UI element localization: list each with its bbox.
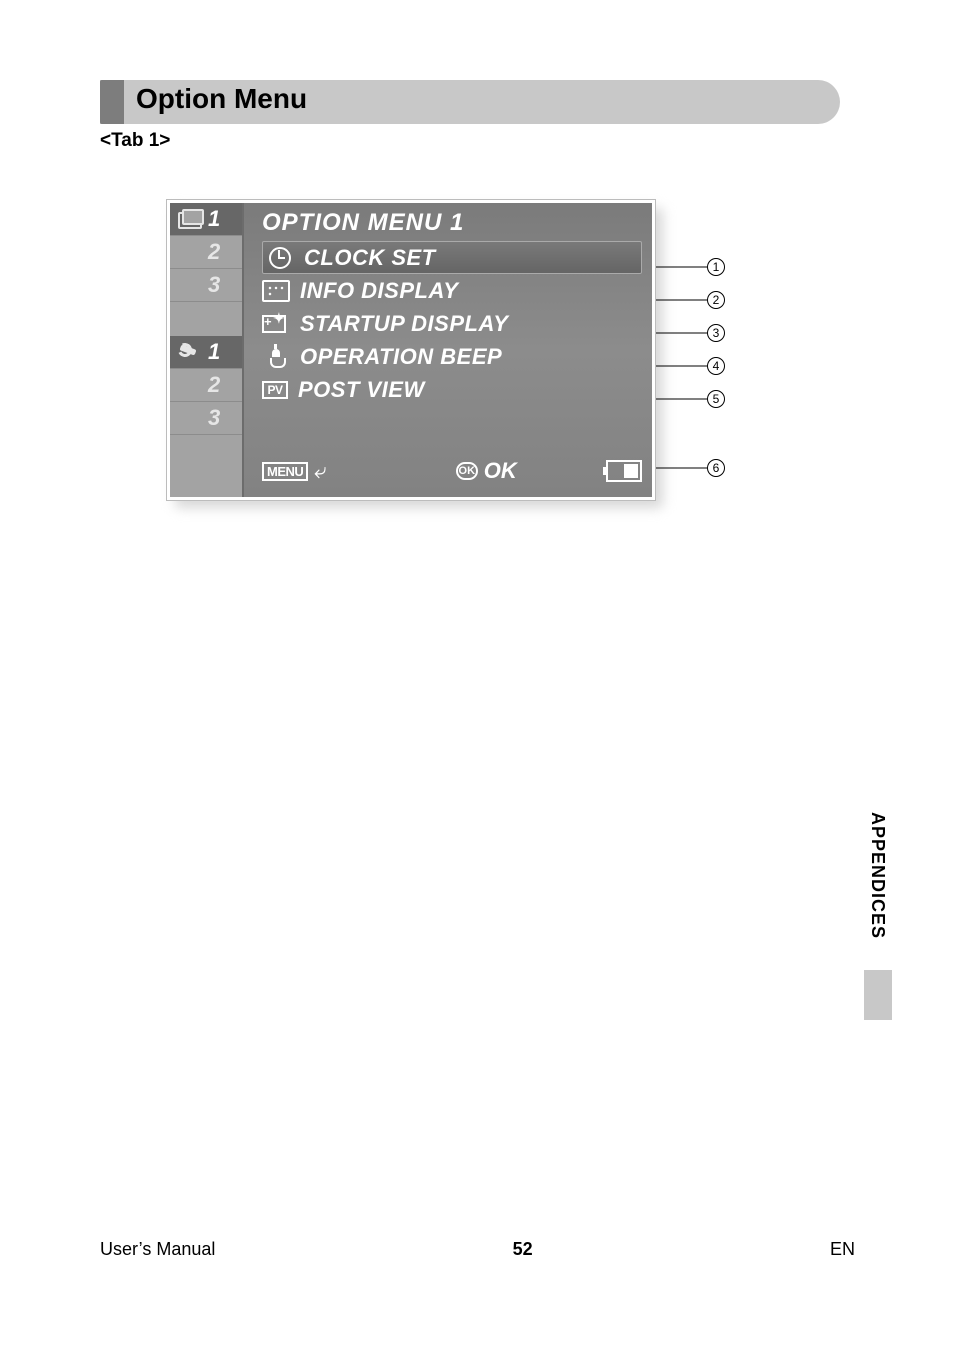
section-header: Option Menu — [100, 80, 840, 124]
side-tab-box — [864, 970, 892, 1020]
sidebar-shooting-3[interactable]: 3 — [170, 269, 242, 302]
ok-circle-icon: OK — [456, 462, 478, 480]
menu-row-startup-display[interactable]: + STARTUP DISPLAY — [262, 307, 642, 340]
menu-box-label: MENU — [262, 462, 308, 481]
sidebar-num: 3 — [208, 405, 220, 431]
sidebar-num: 1 — [208, 206, 220, 232]
sidebar-gap — [170, 302, 242, 336]
section-title: Option Menu — [136, 83, 307, 115]
side-tab-text: APPENDICES — [864, 780, 892, 970]
row-label: INFO DISPLAY — [300, 278, 458, 304]
menu-return-indicator: MENU ⤶ — [262, 458, 327, 484]
info-display-icon — [262, 278, 290, 304]
sidebar-shooting-1[interactable]: 1 — [170, 203, 242, 236]
ok-indicator: OK OK — [456, 458, 517, 484]
row-label: STARTUP DISPLAY — [300, 311, 508, 337]
sidebar-option-1[interactable]: 1 — [170, 336, 242, 369]
callout-4: 4 — [707, 357, 725, 375]
sidebar-num: 1 — [208, 339, 220, 365]
menu-row-post-view[interactable]: PV POST VIEW — [262, 373, 642, 406]
callout-3: 3 — [707, 324, 725, 342]
callout-2: 2 — [707, 291, 725, 309]
clock-icon — [266, 245, 294, 271]
sidebar-option-2[interactable]: 2 — [170, 369, 242, 402]
return-arrow-icon: ⤶ — [314, 458, 326, 484]
row-label: POST VIEW — [298, 377, 425, 403]
ok-text: OK — [484, 458, 517, 484]
footer-page: 52 — [513, 1239, 533, 1260]
battery-fill — [624, 464, 638, 478]
startup-display-icon: + — [262, 311, 290, 337]
callout-1: 1 — [707, 258, 725, 276]
wrench-icon — [178, 341, 202, 363]
stack-icon — [178, 209, 202, 229]
footer-left: User’s Manual — [100, 1239, 215, 1260]
callout-5: 5 — [707, 390, 725, 408]
row-label: OPERATION BEEP — [300, 344, 502, 370]
accent-bar — [100, 80, 124, 124]
chapter-side-tab: APPENDICES — [864, 780, 892, 1020]
bell-icon — [262, 344, 290, 370]
camera-screen: 1 2 3 1 — [167, 200, 655, 500]
footer-right: EN — [830, 1239, 855, 1260]
sidebar-option-3[interactable]: 3 — [170, 402, 242, 435]
menu-row-operation-beep[interactable]: OPERATION BEEP — [262, 340, 642, 373]
menu-row-clock-set[interactable]: CLOCK SET — [262, 241, 642, 274]
menu-row-info-display[interactable]: INFO DISPLAY — [262, 274, 642, 307]
bottom-bar: MENU ⤶ OK OK — [262, 453, 642, 489]
row-label: CLOCK SET — [304, 245, 436, 271]
sidebar-num: 3 — [208, 272, 220, 298]
sidebar-num: 2 — [208, 239, 220, 265]
callout-6: 6 — [707, 459, 725, 477]
pv-icon: PV — [262, 381, 288, 399]
sidebar-num: 2 — [208, 372, 220, 398]
sidebar-shooting-2[interactable]: 2 — [170, 236, 242, 269]
screenshot-figure: 1 2 3 1 — [167, 200, 787, 500]
battery-icon — [606, 460, 642, 482]
menu-main: OPTION MENU 1 CLOCK SET INFO DISPLAY + S… — [244, 203, 652, 497]
menu-title: OPTION MENU 1 — [262, 209, 642, 237]
page-footer: User’s Manual 52 EN — [100, 1239, 855, 1260]
menu-sidebar: 1 2 3 1 — [170, 203, 244, 497]
tab-label: <Tab 1> — [100, 130, 859, 152]
